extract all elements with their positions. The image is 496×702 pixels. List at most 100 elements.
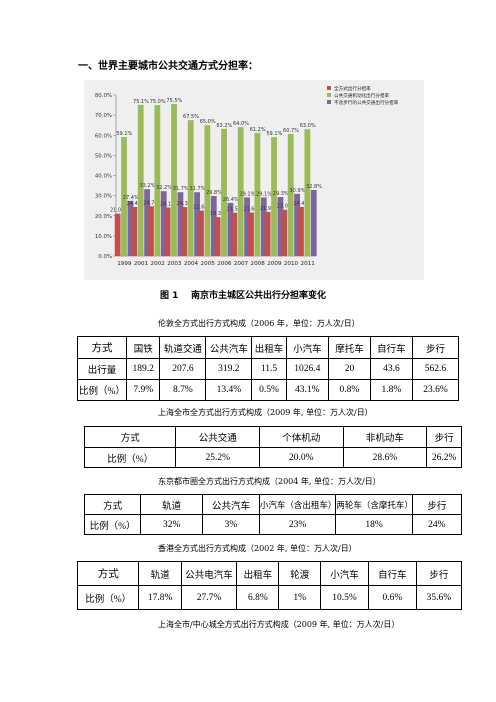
table-cell: 319.2: [205, 358, 253, 380]
data-label: 29.3%: [273, 191, 289, 197]
table-cell: 11.5: [251, 358, 287, 380]
bar: [194, 192, 200, 256]
table-cell: 公共汽车: [205, 336, 253, 359]
bar: [271, 137, 277, 256]
bar: [181, 207, 188, 256]
table-caption-tokyo: 东京都市圈全方式出行方式构成（2004 年, 单位：万人次/日）: [158, 477, 381, 486]
table-cell: 35.6%: [415, 585, 463, 610]
x-tick-label: 2001: [134, 261, 149, 267]
data-label: 21.5%: [227, 207, 243, 213]
y-tick-label: 80.0%: [95, 93, 112, 99]
bar: [248, 212, 254, 256]
data-label: 24.4%: [127, 201, 143, 207]
data-label: 24.7%: [143, 200, 159, 206]
figure-caption: 图 1 南京市主城区公共出行分担率变化: [160, 288, 326, 301]
y-tick-label: 70.0%: [95, 113, 112, 119]
table-cell: 43.6: [369, 358, 413, 380]
x-tick-label: 2008: [251, 261, 266, 267]
data-label: 75.1%: [133, 99, 149, 105]
data-label: 32.2%: [156, 185, 172, 191]
bar: [114, 213, 121, 256]
data-label: 24.1%: [160, 201, 176, 207]
chart-svg: 0.0% 10.0% 20.0% 30.0% 40.0% 50.0% 60.0% 70.0% 8…: [95, 85, 399, 267]
data-label: 63.2%: [216, 123, 232, 129]
table-hongkong: 方式 轨道 公共电汽车 出租车 轮渡 小汽车 自行车 步行 比例（%） 17.8…: [76, 561, 463, 610]
table-cell: 3%: [202, 514, 260, 535]
y-tick-label: 10.0%: [95, 234, 112, 240]
bar: [294, 193, 300, 256]
data-label: 24.3%: [177, 201, 193, 207]
bar: [304, 129, 311, 256]
bar: [127, 200, 134, 256]
bar: [231, 212, 238, 256]
table-row: 比例（%） 7.9% 8.7% 13.4% 0.5% 43.1% 0.8% 1.…: [77, 379, 460, 401]
table-tokyo: 方式 轨道 公共汽车 小汽车（含出租车） 两轮车（含摩托车） 步行 比例（%） …: [83, 494, 463, 535]
table-cell: 方式: [83, 426, 177, 448]
data-label: 60.7%: [283, 128, 299, 134]
bar: [244, 197, 250, 256]
table-cell: 自行车: [369, 336, 413, 359]
table-caption-london: 伦敦全方式出行方式构成（2006 年，单位：万人次/日）: [158, 319, 360, 328]
bar: [131, 206, 138, 256]
table-cell: 8.7%: [159, 379, 207, 401]
bar: [164, 207, 171, 256]
figure-number: 图 1: [160, 291, 179, 301]
data-label: 19.3%: [210, 211, 226, 217]
bar: [214, 217, 221, 256]
legend-swatch: [327, 93, 331, 97]
x-tick-label: 2005: [201, 261, 216, 267]
table-cell: 摩托车: [327, 336, 371, 359]
data-label: 59.1%: [116, 131, 132, 137]
table-london: 方式 国铁 轨道交通 公共汽车 出租车 小汽车 摩托车 自行车 步行 出行量 1…: [77, 336, 460, 401]
legend-swatch: [327, 86, 331, 90]
table-cell: 207.6: [159, 358, 207, 380]
data-label: 31.7%: [173, 186, 189, 192]
data-label: 23.0%: [277, 204, 293, 210]
bar-chart: 0.0% 10.0% 20.0% 30.0% 40.0% 50.0% 60.0% 70.0% 8…: [84, 80, 424, 280]
table-cell: 方式: [76, 561, 140, 586]
data-label: 22.6%: [193, 205, 209, 211]
bar: [277, 197, 284, 256]
table-cell: 20: [327, 358, 371, 380]
table-cell: 7.9%: [125, 379, 161, 401]
data-label: 65.0%: [200, 119, 216, 125]
bar: [204, 125, 211, 256]
table-cell: 出租车: [236, 561, 280, 586]
table-cell: 1%: [278, 585, 322, 610]
table-cell: 方式: [83, 494, 142, 515]
table-cell: 6.8%: [236, 585, 280, 610]
table-cell: 28.6%: [342, 447, 428, 468]
bar: [254, 132, 261, 256]
table-row: 比例（%） 32% 3% 23% 18% 24%: [83, 514, 463, 535]
bar: [287, 133, 294, 256]
table-cell: 25.2%: [175, 447, 261, 468]
table-cell: 公共汽车: [202, 494, 260, 515]
table-cell: 比例（%）: [83, 447, 177, 468]
table-cell: 23%: [258, 514, 337, 535]
x-tick-label: 2003: [167, 261, 182, 267]
table-cell: 轨道: [140, 494, 204, 515]
table-row: 方式 公共交通 个体机动 非机动车 步行: [83, 426, 462, 448]
data-label: 61.2%: [250, 127, 266, 133]
data-label: 24.4%: [293, 201, 309, 207]
x-tick-label: 2006: [217, 261, 232, 267]
trailing-caption: 上海全市/中心城全方式出行方式构成（2009 年, 单位：万人次/日）: [158, 620, 400, 629]
table-cell: 步行: [411, 494, 463, 515]
bar: [121, 137, 127, 256]
bar: [137, 104, 144, 256]
table-cell: 23.6%: [411, 379, 460, 401]
data-label: 21.9%: [260, 206, 276, 212]
table-cell: 1.8%: [369, 379, 413, 401]
table-cell: 出行量: [77, 358, 127, 380]
table-row: 方式 国铁 轨道交通 公共汽车 出租车 小汽车 摩托车 自行车 步行: [77, 336, 460, 359]
bar: [154, 105, 161, 256]
y-tick-label: 0.0%: [98, 254, 112, 260]
data-label: 26.4%: [223, 197, 239, 203]
data-label: 30.9%: [289, 188, 305, 194]
table-cell: 比例（%）: [77, 379, 127, 401]
bar: [221, 128, 227, 256]
table-cell: 13.4%: [205, 379, 253, 401]
bar: [281, 209, 288, 256]
table-row: 比例（%） 25.2% 20.0% 28.6% 26.2%: [83, 447, 462, 468]
table-cell: 公共电汽车: [180, 561, 238, 586]
